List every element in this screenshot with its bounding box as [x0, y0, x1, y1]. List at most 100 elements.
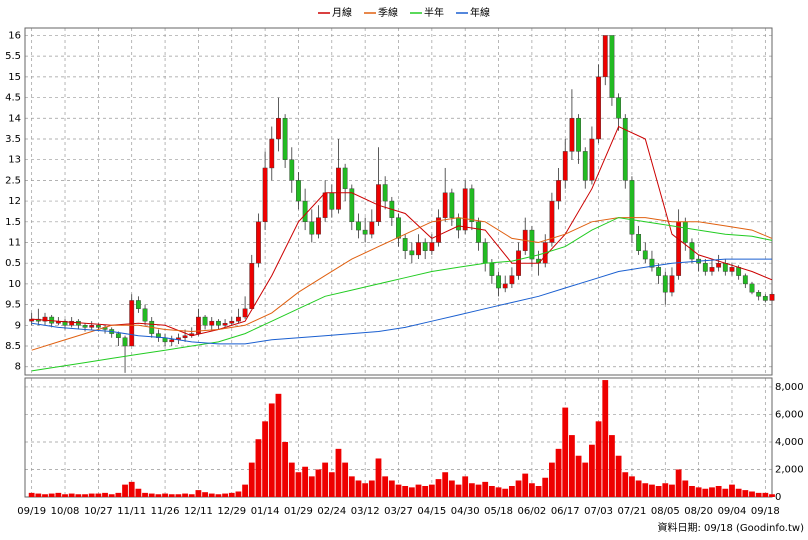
volume-bar — [322, 462, 329, 497]
x-tick-label: 06/17 — [551, 506, 580, 517]
legend-label: 年線 — [470, 6, 490, 19]
volume-bar — [162, 493, 168, 497]
candle-body — [122, 337, 128, 347]
volume-bar — [115, 492, 122, 497]
candle-body — [115, 333, 121, 338]
volume-bar — [275, 393, 282, 497]
volume-bar — [142, 492, 148, 497]
volume-bar — [388, 480, 395, 497]
volume-bar — [609, 435, 615, 497]
y-tick-label: 13 — [8, 155, 21, 166]
candle-body — [376, 184, 381, 222]
candle-body — [302, 200, 308, 222]
x-tick-label: 08/05 — [651, 506, 680, 517]
candle-body — [316, 217, 321, 235]
volume-bar — [368, 480, 375, 497]
volume-bar — [415, 484, 422, 497]
volume-bar — [148, 493, 155, 497]
candle-body — [729, 267, 735, 272]
candle-body — [662, 275, 668, 293]
volume-bar — [575, 455, 582, 497]
candle-body — [476, 221, 481, 243]
candle-body — [296, 180, 301, 202]
volume-bar — [62, 494, 68, 497]
candle-body — [329, 192, 335, 210]
volume-bar — [542, 477, 549, 497]
volume-bar — [362, 483, 369, 497]
volume-bar — [215, 494, 222, 497]
volume-bar — [428, 484, 435, 497]
volume-bar — [442, 472, 449, 497]
y2-tick-label: 4,000 — [775, 437, 804, 448]
candle-body — [29, 318, 35, 322]
candle-body — [242, 308, 248, 318]
volume-bar — [182, 493, 188, 497]
x-tick-label: 04/30 — [451, 506, 480, 517]
candle-body — [636, 234, 642, 251]
volume-bar — [569, 435, 575, 497]
x-tick-label: 09/19 — [17, 506, 46, 517]
y-tick-label: 0.5 — [5, 258, 21, 269]
candle-body — [322, 192, 328, 218]
candle-body — [249, 262, 255, 309]
volume-bar — [729, 484, 735, 497]
volume-bar — [615, 455, 622, 497]
volume-bar — [102, 492, 108, 497]
volume-bar — [282, 441, 289, 497]
volume-bar — [75, 494, 82, 497]
candle-body — [282, 118, 288, 160]
x-tick-label: 04/15 — [417, 506, 446, 517]
legend-label: 季線 — [378, 6, 398, 19]
volume-bar — [355, 480, 362, 497]
candle-body — [702, 262, 708, 272]
volume-bar — [502, 488, 509, 497]
x-tick-label: 12/11 — [184, 506, 213, 517]
volume-bar — [122, 484, 128, 497]
volume-bar — [468, 483, 475, 497]
x-tick-label: 11/11 — [117, 506, 146, 517]
volume-bar — [589, 444, 595, 497]
volume-bar — [508, 485, 515, 497]
candle-body — [342, 167, 348, 189]
volume-bar — [375, 458, 382, 497]
candle-body — [502, 283, 508, 289]
volume-bar — [535, 485, 542, 497]
x-tick-label: 06/02 — [517, 506, 546, 517]
x-tick-label: 03/12 — [351, 506, 380, 517]
y-tick-label: 10 — [8, 279, 21, 290]
volume-bar — [175, 494, 182, 497]
y-tick-label: 15 — [8, 72, 21, 83]
candle-body — [256, 221, 261, 264]
candle-body — [616, 97, 621, 119]
y2-tick-label: 0 — [775, 492, 781, 503]
candle-body — [336, 167, 341, 210]
volume-bar — [669, 484, 675, 497]
volume-bar — [422, 485, 429, 497]
volume-bar — [288, 462, 295, 497]
candle-body — [222, 323, 228, 326]
footer: 資料日期: 09/18 (Goodinfo.tw) — [657, 521, 804, 534]
x-tick-label: 08/20 — [684, 506, 713, 517]
volume-bar — [82, 494, 88, 497]
x-tick-label: 05/18 — [484, 506, 513, 517]
candle-body — [722, 262, 728, 272]
volume-bar — [475, 484, 482, 497]
volume-bar — [308, 476, 315, 497]
candle-body — [649, 258, 655, 268]
volume-bar — [208, 493, 215, 497]
volume-bar — [662, 483, 669, 497]
volume-bar — [328, 472, 335, 497]
volume-bar — [582, 462, 589, 497]
x-tick-label: 07/21 — [618, 506, 647, 517]
volume-bar — [488, 485, 495, 497]
candle-body — [582, 151, 588, 181]
volume-bar — [135, 488, 142, 497]
candle-body — [549, 200, 555, 243]
volume-bar — [515, 480, 522, 497]
volume-bar — [528, 483, 535, 497]
candle-body — [456, 217, 461, 231]
candle-body — [209, 320, 215, 326]
candle-body — [42, 316, 48, 322]
volume-bar — [228, 492, 235, 497]
